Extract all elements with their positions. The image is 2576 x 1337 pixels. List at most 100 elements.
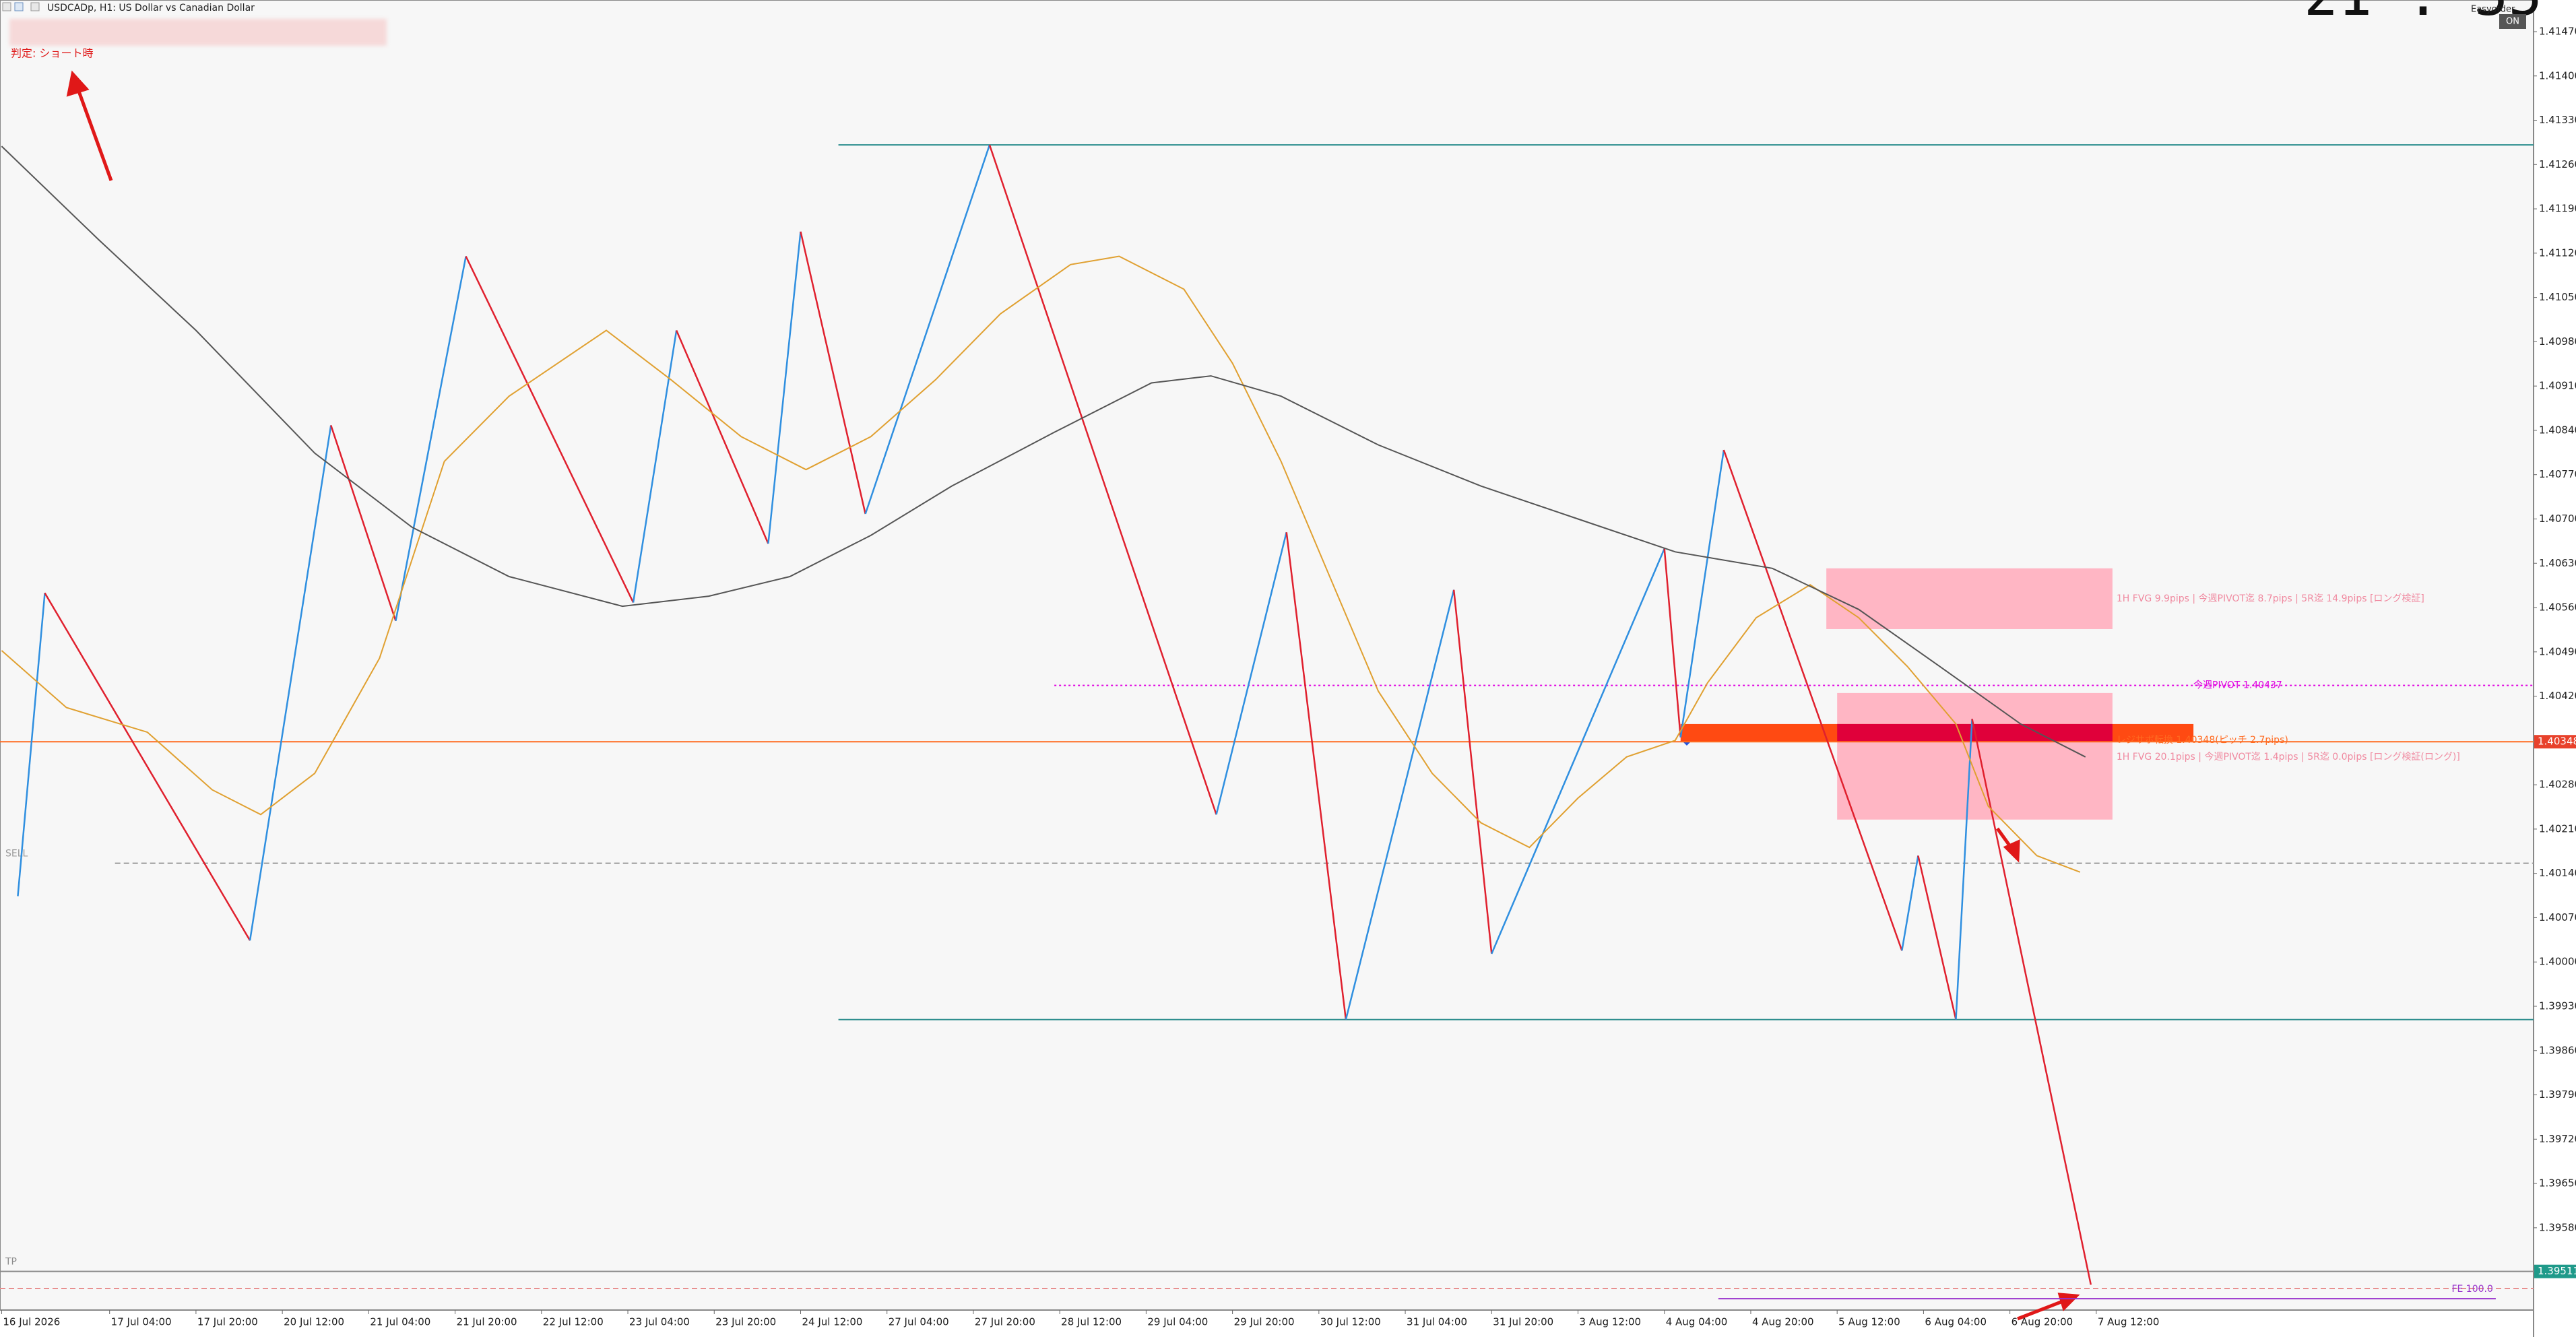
price-badge <box>2534 1264 2576 1278</box>
zigzag-segment <box>1452 589 1493 954</box>
zigzag-segment <box>1215 531 1287 815</box>
zigzag-segment <box>988 144 1217 815</box>
x-tick-label: 16 Jul 2026 <box>3 1316 60 1328</box>
zigzag-segment <box>1722 449 1903 951</box>
y-tick-label: 1.39860 <box>2539 1044 2576 1056</box>
y-tick-label: 1.39650 <box>2539 1177 2576 1189</box>
x-tick-label: 6 Aug 04:00 <box>1925 1316 1987 1328</box>
y-tick-label: 1.41120 <box>2539 247 2576 259</box>
zigzag-segment <box>1663 548 1682 738</box>
x-tick-label: 17 Jul 04:00 <box>111 1316 172 1328</box>
zone-label: 1H FVG 20.1pips | 今週PIVOT迄 1.4pips | 5R迄… <box>2117 752 2460 762</box>
zigzag-segment <box>17 593 46 896</box>
window-icon <box>14 2 24 11</box>
zigzag-segment <box>330 425 397 622</box>
annotation-arrows <box>66 70 2080 1321</box>
y-tick-label: 1.41400 <box>2539 69 2576 81</box>
plot-area <box>0 0 2534 1311</box>
level-label: SELL <box>5 849 28 859</box>
y-tick-label: 1.40280 <box>2539 779 2576 791</box>
y-tick-label: 1.40070 <box>2539 911 2576 923</box>
x-tick-label: 30 Jul 12:00 <box>1320 1316 1381 1328</box>
arrow <box>2017 1299 2063 1321</box>
arrow-head <box>66 70 90 97</box>
zigzag-segment <box>1901 855 1919 951</box>
zigzag-segment <box>395 256 467 621</box>
zigzag-segment <box>1285 532 1347 1020</box>
moving-average <box>1 255 2081 873</box>
x-tick-label: 6 Aug 20:00 <box>2011 1316 2073 1328</box>
x-tick-label: 29 Jul 04:00 <box>1147 1316 1208 1328</box>
zigzag-segment <box>632 330 678 603</box>
x-tick-label: 31 Jul 20:00 <box>1493 1316 1553 1328</box>
zigzag-segment <box>1679 449 1725 738</box>
y-tick-label: 1.41330 <box>2539 114 2576 126</box>
window-icon <box>30 2 40 11</box>
zone-label: 1H FVG 9.9pips | 今週PIVOT迄 8.7pips | 5R迄 … <box>2117 593 2424 604</box>
y-tick-label: 1.40560 <box>2539 601 2576 614</box>
x-tick-label: 21 Jul 20:00 <box>457 1316 517 1328</box>
zigzag-segment <box>1345 589 1455 1020</box>
zigzag-segment <box>800 231 866 515</box>
zigzag-segment <box>1971 719 2092 1285</box>
y-tick-label: 1.40630 <box>2539 557 2576 569</box>
zigzag-segment <box>676 329 769 544</box>
y-tick-label: 1.39580 <box>2539 1221 2576 1233</box>
y-tick-label: 1.39720 <box>2539 1133 2576 1145</box>
y-tick-label: 1.41050 <box>2539 291 2576 303</box>
y-tick-label: 1.40770 <box>2539 468 2576 480</box>
arrow-head <box>2003 839 2020 863</box>
clock: 21 : 55 : 10 <box>2304 0 2576 28</box>
y-tick-label: 1.40210 <box>2539 822 2576 835</box>
x-tick-label: 27 Jul 20:00 <box>975 1316 1035 1328</box>
zigzag-segment <box>465 255 635 604</box>
x-tick-label: 4 Aug 04:00 <box>1666 1316 1728 1328</box>
x-tick-label: 17 Jul 20:00 <box>197 1316 258 1328</box>
x-tick-label: 29 Jul 20:00 <box>1234 1316 1295 1328</box>
y-tick-label: 1.40910 <box>2539 380 2576 392</box>
x-tick-label: 23 Jul 20:00 <box>715 1316 776 1328</box>
zigzag-segment <box>1917 855 1957 1020</box>
x-tick-label: 20 Jul 12:00 <box>284 1316 344 1328</box>
y-tick-label: 1.40000 <box>2539 956 2576 968</box>
x-tick-label: 28 Jul 12:00 <box>1061 1316 1122 1328</box>
y-tick-label: 1.40420 <box>2539 690 2576 702</box>
price-badge <box>2534 735 2576 749</box>
x-tick-label: 5 Aug 12:00 <box>1838 1316 1900 1328</box>
moving-average <box>1 145 2086 758</box>
x-tick-label: 31 Jul 04:00 <box>1407 1316 1467 1328</box>
verdict-label: 判定: ショート時 <box>11 47 93 60</box>
level-label: 今週PIVOT 1.40437 <box>2193 680 2282 691</box>
zone <box>1826 568 2113 629</box>
x-tick-label: 3 Aug 12:00 <box>1580 1316 1642 1328</box>
window-title: USDCADp, H1: US Dollar vs Canadian Dolla… <box>47 3 255 13</box>
arrow <box>75 87 113 181</box>
y-tick-label: 1.39930 <box>2539 1000 2576 1012</box>
zigzag-segment <box>1491 548 1665 954</box>
y-tick-label: 1.41190 <box>2539 203 2576 215</box>
y-tick-label: 1.40700 <box>2539 513 2576 525</box>
zigzag-segment <box>249 425 332 941</box>
zone-label: レジサポ転換 1.40348(ピッチ 2.7pips) <box>2117 735 2288 746</box>
y-tick-label: 1.40980 <box>2539 335 2576 348</box>
x-tick-label: 4 Aug 20:00 <box>1752 1316 1814 1328</box>
y-tick-label: 1.41470 <box>2539 25 2576 37</box>
x-tick-label: 23 Jul 04:00 <box>629 1316 690 1328</box>
window-icon <box>2 2 11 11</box>
y-tick-label: 1.39790 <box>2539 1088 2576 1101</box>
zigzag-segment <box>1955 719 1973 1020</box>
y-tick-label: 1.41260 <box>2539 158 2576 170</box>
price-badge-label: 1.40348 <box>2538 736 2576 748</box>
y-tick-label: 1.40840 <box>2539 424 2576 436</box>
x-tick-label: 7 Aug 12:00 <box>2098 1316 2160 1328</box>
x-tick-label: 22 Jul 12:00 <box>543 1316 604 1328</box>
level-label: FE 100.0 <box>2451 1284 2492 1295</box>
on-button[interactable] <box>2499 14 2526 29</box>
on-button-label[interactable]: ON <box>2506 17 2519 27</box>
arrow-head <box>2057 1293 2080 1311</box>
price-badge-label: 1.39511 <box>2538 1265 2576 1277</box>
easyorder-label: Easyorder <box>2471 5 2515 15</box>
blurred-text <box>9 19 387 46</box>
y-tick-label: 1.40490 <box>2539 645 2576 657</box>
